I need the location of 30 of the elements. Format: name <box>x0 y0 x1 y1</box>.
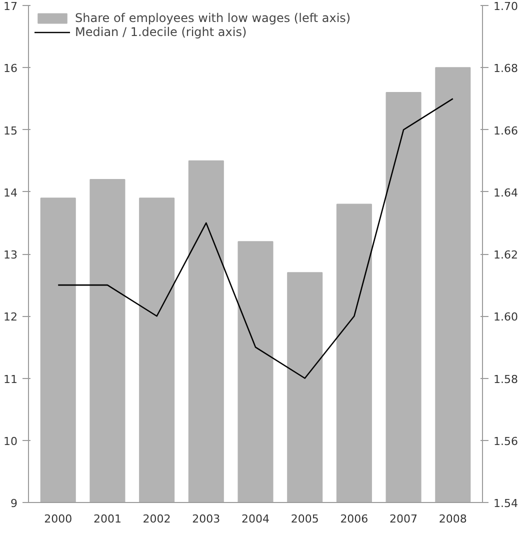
y-tick-label: 12 <box>4 310 18 324</box>
legend-label: Share of employees with low wages (left axis) <box>75 11 351 25</box>
x-tick-label: 2004 <box>242 512 270 526</box>
x-tick-label: 2002 <box>142 512 171 526</box>
line-series <box>57 98 454 379</box>
y-tick-label: 17 <box>4 0 18 13</box>
y-tick-label: 9 <box>10 497 18 510</box>
legend-label: Median / 1.decile (right axis) <box>75 25 247 39</box>
x-tick-label: 2008 <box>438 512 467 526</box>
y2-tick-label: 1.60 <box>494 310 518 324</box>
x-tick-label: 2005 <box>290 512 319 526</box>
x-tick-label: 2007 <box>390 512 418 526</box>
y2-tick-label: 1.64 <box>494 186 518 200</box>
y2-tick-label: 1.68 <box>494 62 518 76</box>
y2-tick-label: 1.66 <box>494 124 518 138</box>
y-tick-label: 11 <box>4 372 18 386</box>
y2-tick-label: 1.56 <box>494 434 518 448</box>
x-tick-label: 2003 <box>192 512 220 526</box>
y-tick-label: 13 <box>4 248 18 262</box>
x-tick-label: 2001 <box>93 512 122 526</box>
y-tick-label: 10 <box>4 434 18 448</box>
y-tick-label: 15 <box>4 124 18 138</box>
y-tick-label: 14 <box>4 186 18 200</box>
y2-tick-label: 1.62 <box>494 248 518 262</box>
y2-tick-label: 1.54 <box>494 497 518 510</box>
x-tick-label: 2006 <box>340 512 368 526</box>
y2-tick-label: 1.70 <box>494 0 518 13</box>
y2-tick-label: 1.58 <box>494 372 518 386</box>
x-tick-label: 2000 <box>44 512 72 526</box>
y-tick-label: 16 <box>4 62 18 76</box>
